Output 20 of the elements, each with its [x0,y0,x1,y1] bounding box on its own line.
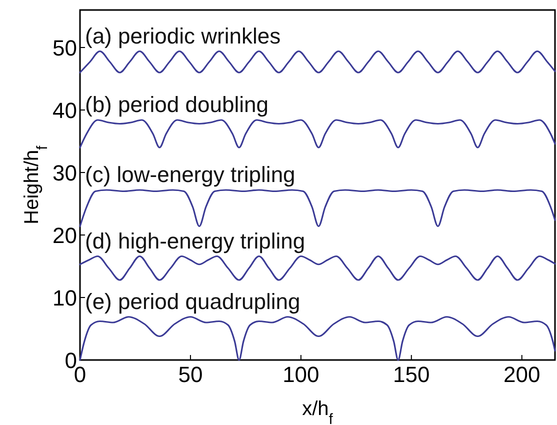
line-series [79,189,556,228]
y-tick-label: 30 [52,160,77,186]
line-series [79,255,556,281]
y-tick-label: 40 [52,98,77,123]
line-series [79,316,556,361]
x-tick-label: 100 [282,362,320,387]
series-label: (d) high-energy tripling [85,228,306,254]
line-series [79,50,556,74]
x-tick-label: 150 [393,362,430,387]
y-tick-label: 20 [52,223,77,248]
series-label: (c) low-energy tripling [85,162,296,187]
x-tick-label: 200 [504,362,540,387]
y-tick-label: 50 [52,36,77,60]
x-tick-label: 50 [178,362,203,387]
y-tick-label: 10 [52,286,77,310]
line-series [79,119,556,148]
series-label: (b) period doubling [85,92,268,117]
x-axis-title: x/h$_{f}$ [302,398,334,425]
series-label: (a) periodic wrinkles [85,23,281,48]
series-label: (e) period quadrupling [85,288,300,314]
